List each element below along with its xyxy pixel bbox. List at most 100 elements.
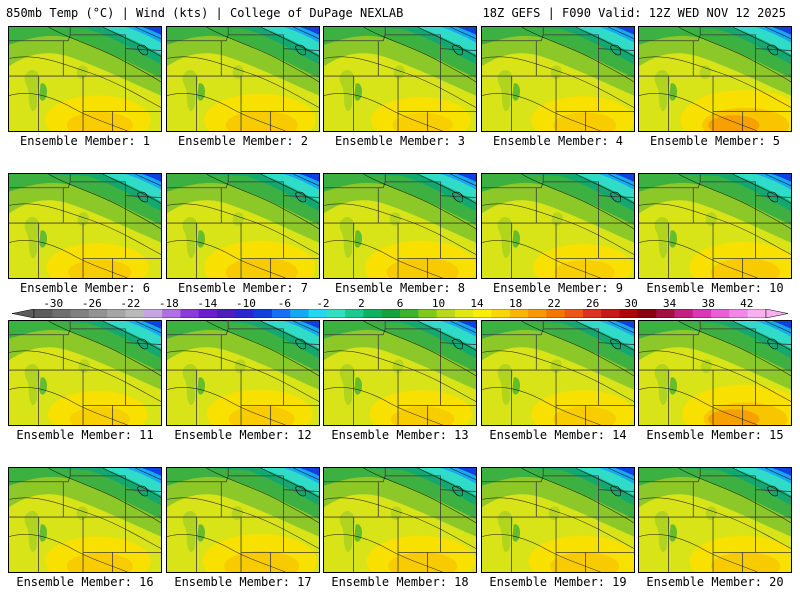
ensemble-member-label: Ensemble Member: 18	[331, 575, 469, 589]
colorbar-cell	[546, 309, 566, 318]
ensemble-member-label: Ensemble Member: 3	[334, 134, 466, 148]
ensemble-member-label: Ensemble Member: 9	[492, 281, 624, 295]
colorbar-cell	[290, 309, 309, 318]
ensemble-member-map[interactable]	[481, 320, 635, 426]
colorbar-cell	[198, 309, 218, 318]
colorbar-tick-label: 22	[547, 297, 561, 310]
ensemble-member-map[interactable]	[481, 467, 635, 573]
ensemble-member-label: Ensemble Member: 11	[16, 428, 154, 442]
ensemble-member-map[interactable]	[638, 173, 792, 279]
colorbar-tick-label: 26	[586, 297, 600, 310]
temperature-colorbar	[12, 309, 788, 318]
colorbar-low-arrow	[12, 309, 35, 318]
colorbar-cell	[583, 309, 602, 318]
ensemble-member-map[interactable]	[323, 26, 477, 132]
colorbar-cell	[747, 309, 767, 318]
ensemble-member-map[interactable]	[323, 173, 477, 279]
ensemble-member-label: Ensemble Member: 7	[177, 281, 309, 295]
ensemble-member-map[interactable]	[8, 173, 162, 279]
colorbar-cell	[326, 309, 346, 318]
colorbar-tick-label: -14	[197, 297, 218, 310]
colorbar-cell	[711, 309, 730, 318]
colorbar-tick-label: -30	[43, 297, 64, 310]
colorbar-tick-label: 6	[396, 297, 404, 310]
ensemble-member-label: Ensemble Member: 10	[646, 281, 784, 295]
ensemble-member-map[interactable]	[481, 173, 635, 279]
colorbar-tick-label: 34	[663, 297, 677, 310]
ensemble-member-label: Ensemble Member: 16	[16, 575, 154, 589]
model-run-info: 18Z GEFS | F090 Valid: 12Z WED NOV 12 20…	[482, 6, 786, 20]
ensemble-member-map[interactable]	[8, 467, 162, 573]
colorbar-cell	[235, 309, 254, 318]
colorbar-cell	[473, 309, 492, 318]
colorbar-tick-label: 18	[508, 297, 523, 310]
colorbar-cell	[674, 309, 694, 318]
colorbar-cell	[143, 309, 163, 318]
colorbar-tick-label: 38	[701, 297, 715, 310]
colorbar-cell	[381, 309, 401, 318]
colorbar-cell	[729, 309, 749, 318]
colorbar-cell	[125, 309, 145, 318]
colorbar-cell	[436, 309, 456, 318]
ensemble-member-map[interactable]	[638, 320, 792, 426]
colorbar-cell	[345, 309, 364, 318]
colorbar-cell	[454, 309, 474, 318]
colorbar-cell	[162, 309, 181, 318]
colorbar-cell	[491, 309, 511, 318]
ensemble-member-label: Ensemble Member: 4	[492, 134, 624, 148]
ensemble-member-label: Ensemble Member: 14	[489, 428, 627, 442]
colorbar-tick-label: -10	[235, 297, 256, 310]
colorbar-tick-label: 42	[740, 297, 754, 310]
colorbar-cell	[692, 309, 712, 318]
ensemble-member-label: Ensemble Member: 15	[646, 428, 784, 442]
colorbar-tick-label: 10	[431, 297, 446, 310]
colorbar-cell	[34, 309, 53, 318]
ensemble-member-map[interactable]	[481, 26, 635, 132]
colorbar-high-arrow	[765, 309, 788, 318]
colorbar-cell	[400, 309, 419, 318]
colorbar-cell	[88, 309, 108, 318]
ensemble-member-map[interactable]	[638, 26, 792, 132]
colorbar-cell	[253, 309, 273, 318]
ensemble-member-map[interactable]	[166, 26, 320, 132]
ensemble-member-map[interactable]	[166, 467, 320, 573]
colorbar-cell	[217, 309, 236, 318]
colorbar-tick-label: -6	[277, 297, 292, 310]
ensemble-member-map[interactable]	[8, 26, 162, 132]
ensemble-member-map[interactable]	[323, 320, 477, 426]
colorbar-cell	[637, 309, 657, 318]
ensemble-member-label: Ensemble Member: 2	[177, 134, 309, 148]
colorbar-cell	[601, 309, 620, 318]
colorbar-cell	[509, 309, 529, 318]
ensemble-member-label: Ensemble Member: 20	[646, 575, 784, 589]
colorbar-tick-label: 2	[358, 297, 365, 310]
colorbar-cell	[528, 309, 547, 318]
colorbar-cell	[180, 309, 200, 318]
colorbar-cell	[107, 309, 126, 318]
colorbar-cell	[271, 309, 291, 318]
colorbar-tick-label: -18	[158, 297, 179, 310]
ensemble-member-label: Ensemble Member: 13	[331, 428, 469, 442]
ensemble-member-map[interactable]	[638, 467, 792, 573]
ensemble-member-label: Ensemble Member: 12	[174, 428, 312, 442]
colorbar-cell	[418, 309, 437, 318]
colorbar-cell	[70, 309, 90, 318]
colorbar-cell	[564, 309, 584, 318]
ensemble-member-label: Ensemble Member: 6	[19, 281, 151, 295]
ensemble-member-map[interactable]	[166, 173, 320, 279]
map-title: 850mb Temp (°C) | Wind (kts) | College o…	[6, 6, 404, 20]
ensemble-member-label: Ensemble Member: 19	[489, 575, 627, 589]
colorbar-cell	[656, 309, 675, 318]
colorbar-tick-label: -2	[316, 297, 330, 310]
ensemble-member-label: Ensemble Member: 1	[19, 134, 151, 148]
colorbar-cell	[308, 309, 328, 318]
colorbar-tick-label: -22	[120, 297, 141, 310]
ensemble-member-map[interactable]	[166, 320, 320, 426]
ensemble-member-label: Ensemble Member: 17	[174, 575, 312, 589]
colorbar-tick-label: 30	[624, 297, 638, 310]
ensemble-member-label: Ensemble Member: 8	[334, 281, 466, 295]
colorbar-cell	[363, 309, 383, 318]
ensemble-member-map[interactable]	[323, 467, 477, 573]
ensemble-member-label: Ensemble Member: 5	[649, 134, 781, 148]
ensemble-member-map[interactable]	[8, 320, 162, 426]
